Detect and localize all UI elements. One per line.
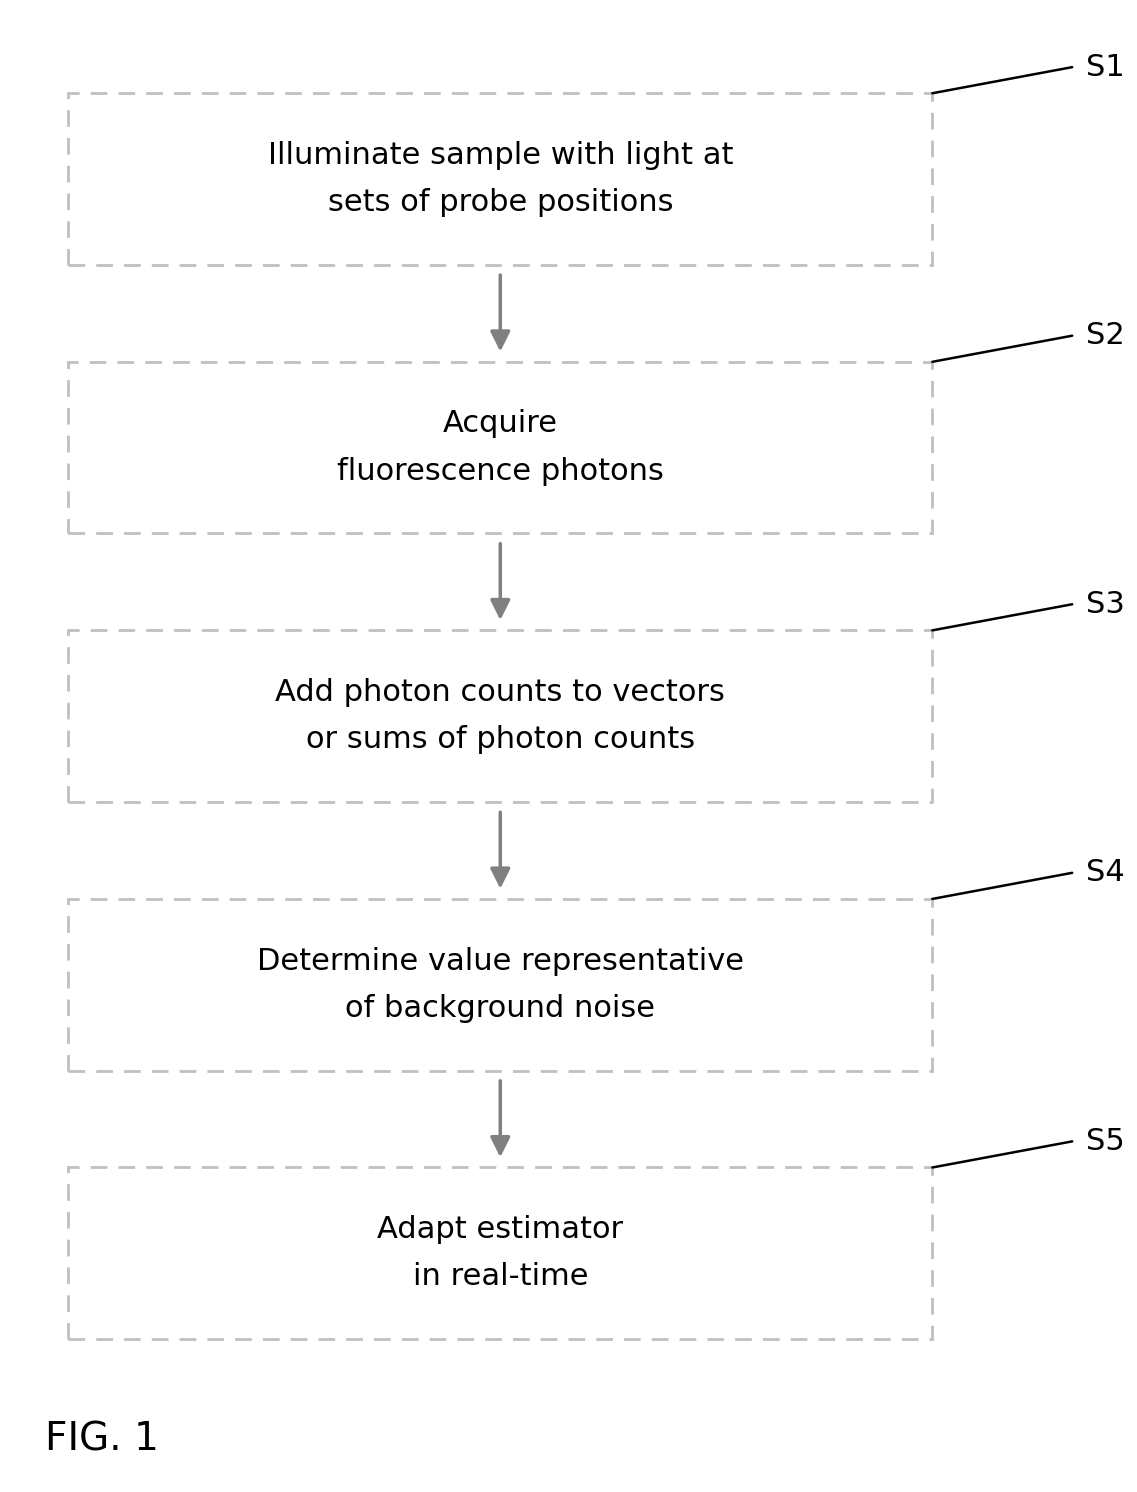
- Text: Add photon counts to vectors
or sums of photon counts: Add photon counts to vectors or sums of …: [275, 677, 725, 755]
- Text: FIG. 1: FIG. 1: [45, 1420, 159, 1459]
- Text: S4: S4: [1086, 858, 1124, 888]
- Bar: [68, 1167, 932, 1340]
- Bar: [68, 630, 932, 801]
- Text: Adapt estimator
in real-time: Adapt estimator in real-time: [377, 1214, 623, 1292]
- Text: S2: S2: [1086, 321, 1124, 351]
- Bar: [68, 93, 932, 264]
- Bar: [68, 898, 932, 1071]
- Text: S3: S3: [1086, 589, 1124, 619]
- Text: Determine value representative
of background noise: Determine value representative of backgr…: [257, 946, 744, 1024]
- Text: S1: S1: [1086, 52, 1124, 82]
- Text: Acquire
fluorescence photons: Acquire fluorescence photons: [337, 409, 664, 486]
- Text: Illuminate sample with light at
sets of probe positions: Illuminate sample with light at sets of …: [267, 140, 733, 218]
- Text: S5: S5: [1086, 1126, 1124, 1156]
- Bar: [68, 363, 932, 534]
